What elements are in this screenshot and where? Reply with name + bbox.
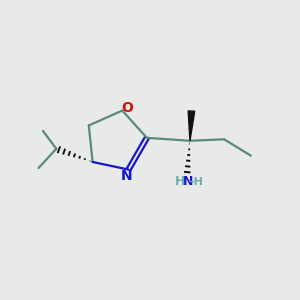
Text: O: O (122, 101, 134, 115)
Text: N: N (121, 169, 133, 183)
Text: H: H (175, 175, 186, 188)
Polygon shape (188, 111, 195, 141)
Text: N: N (182, 175, 193, 188)
Text: –H: –H (188, 176, 203, 187)
